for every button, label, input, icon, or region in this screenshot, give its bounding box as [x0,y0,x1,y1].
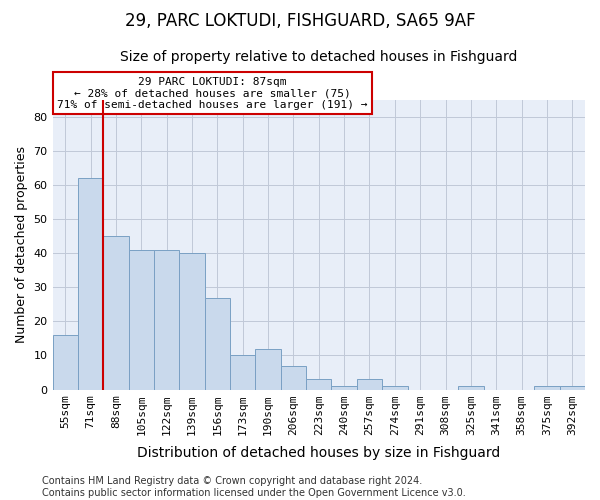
Title: Size of property relative to detached houses in Fishguard: Size of property relative to detached ho… [120,50,517,64]
Bar [179,253,205,390]
Y-axis label: Number of detached properties: Number of detached properties [15,146,28,343]
Bar [154,250,179,390]
Bar [306,380,331,390]
Bar [281,366,306,390]
Bar [382,386,407,390]
Bar [205,298,230,390]
Bar [534,386,560,390]
Bar [230,356,256,390]
Bar [103,236,128,390]
Bar [331,386,357,390]
Text: 29, PARC LOKTUDI, FISHGUARD, SA65 9AF: 29, PARC LOKTUDI, FISHGUARD, SA65 9AF [125,12,475,30]
Bar [128,250,154,390]
Bar [458,386,484,390]
Bar [357,380,382,390]
Text: 29 PARC LOKTUDI: 87sqm
← 28% of detached houses are smaller (75)
71% of semi-det: 29 PARC LOKTUDI: 87sqm ← 28% of detached… [57,76,368,110]
Bar [256,348,281,390]
Bar [560,386,585,390]
Text: Contains HM Land Registry data © Crown copyright and database right 2024.
Contai: Contains HM Land Registry data © Crown c… [42,476,466,498]
Bar [53,335,78,390]
X-axis label: Distribution of detached houses by size in Fishguard: Distribution of detached houses by size … [137,446,500,460]
Bar [78,178,103,390]
